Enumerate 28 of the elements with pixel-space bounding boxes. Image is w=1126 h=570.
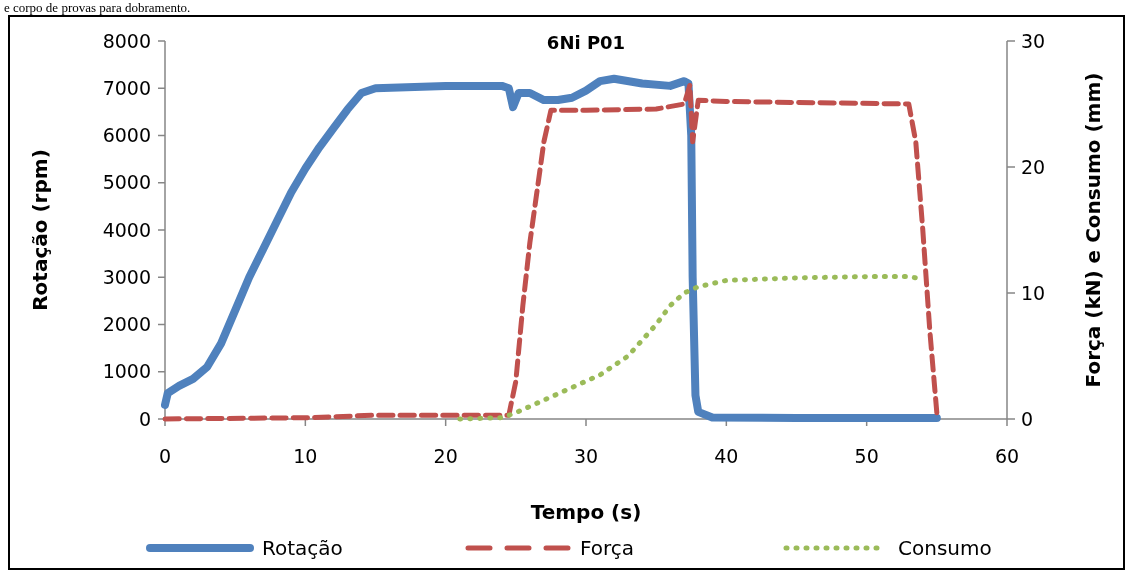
chart-title: 6Ni P01 <box>546 32 626 53</box>
legend-label: Rotação <box>262 536 343 560</box>
y-tick-label: 8000 <box>102 29 151 52</box>
y2-tick-label: 20 <box>1021 155 1046 178</box>
y-tick-label: 5000 <box>102 171 151 194</box>
x-tick-label: 20 <box>433 445 458 467</box>
y2-axis-title: Força (kN) e Consumo (mm) <box>1081 72 1105 388</box>
x-tick-label: 60 <box>994 445 1020 467</box>
y-tick-label: 3000 <box>102 265 151 288</box>
legend-label: Força <box>580 536 635 560</box>
y-tick-label: 6000 <box>102 124 151 147</box>
x-tick-label: 50 <box>854 445 879 467</box>
y-tick-label: 4000 <box>102 218 151 241</box>
x-tick-label: 10 <box>293 445 318 467</box>
x-tick-label: 0 <box>158 445 172 467</box>
y-tick-label: 1000 <box>102 360 151 383</box>
y-tick-label: 2000 <box>102 313 151 336</box>
y2-tick-label: 0 <box>1021 407 1034 430</box>
y-axis-title: Rotação (rpm) <box>28 149 52 311</box>
y-tick-label: 0 <box>138 407 151 430</box>
x-tick-label: 40 <box>714 445 739 467</box>
text: e corpo de provas para dobramento. <box>4 0 191 15</box>
y2-tick-label: 10 <box>1021 281 1046 304</box>
x-axis-title: Tempo (s) <box>530 500 642 524</box>
legend-label: Consumo <box>898 536 992 560</box>
y-tick-label: 7000 <box>102 76 151 99</box>
y2-tick-label: 30 <box>1021 29 1046 52</box>
x-tick-label: 30 <box>573 445 599 467</box>
